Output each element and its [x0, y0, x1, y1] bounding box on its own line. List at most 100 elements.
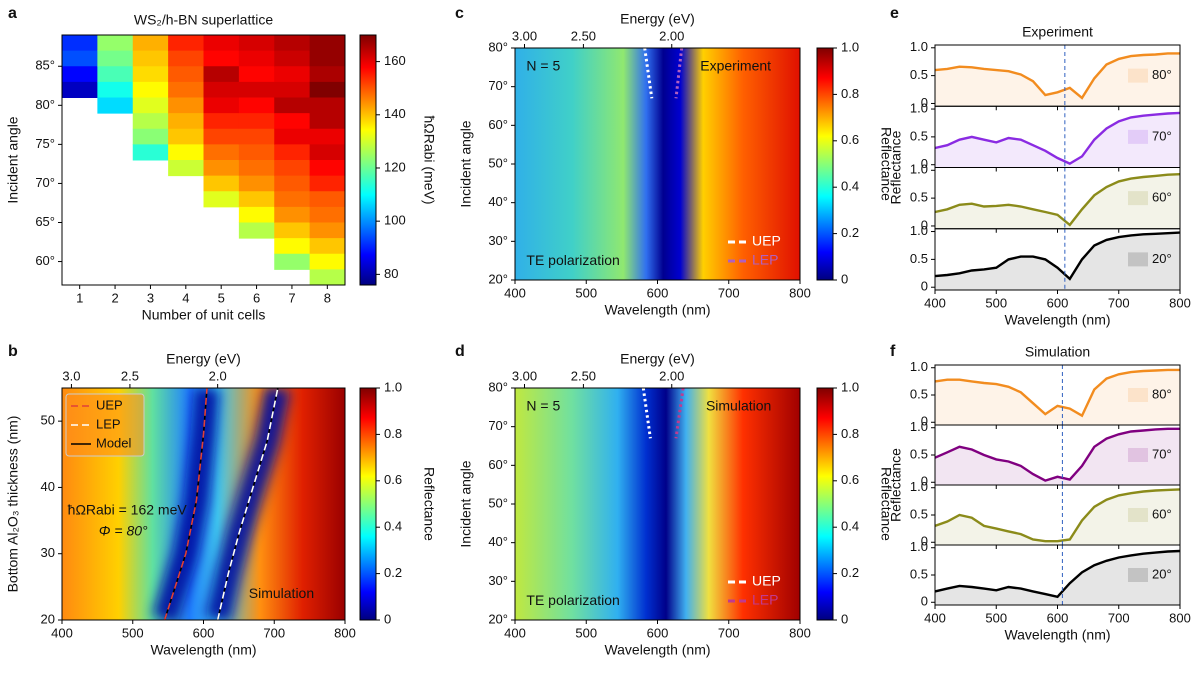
- x2-axis-label: Energy (eV): [620, 351, 695, 367]
- y-tick-label: 30: [41, 545, 55, 560]
- y-tick-label: 0.5: [910, 128, 928, 143]
- colorbar-tick-label: 0.8: [384, 426, 402, 441]
- heat-cell: [203, 144, 240, 161]
- y-tick-label: 1.0: [910, 359, 928, 374]
- x-tick-label: 700: [718, 625, 740, 640]
- heat-cell: [309, 191, 346, 208]
- colorbar-label: ħΩRabi (meV): [421, 115, 437, 204]
- line: [934, 488, 1181, 543]
- legend-label: LEP: [752, 252, 778, 268]
- x-tick-label: 800: [1169, 610, 1191, 625]
- curve: [163, 387, 208, 621]
- heat-cell: [238, 160, 275, 177]
- heat-cell: [274, 144, 311, 161]
- y-tick-label: 20°: [488, 271, 508, 286]
- heat-cell: [309, 253, 346, 270]
- x-axis-label: Wavelength (nm): [150, 642, 256, 658]
- y-tick-label: 1.0: [910, 100, 928, 115]
- y-tick-label: 0.5: [910, 566, 928, 581]
- colorbar-tick-label: 0: [841, 611, 848, 626]
- heat-cell: [132, 81, 169, 98]
- colorbar: [359, 34, 377, 286]
- y-tick-label: 0: [921, 279, 928, 294]
- y-tick-label: 40: [41, 479, 55, 494]
- heatmap-image: [515, 388, 800, 620]
- heat-cell: [309, 113, 346, 130]
- area: [935, 428, 1180, 485]
- annotation: Simulation: [249, 585, 314, 601]
- x-tick-label: 700: [263, 625, 285, 640]
- heat-cell: [168, 128, 204, 145]
- colorbar-tick-label: 1.0: [384, 379, 402, 394]
- heat-cell: [97, 81, 134, 98]
- heat-cell: [309, 97, 346, 114]
- x2-axis-label: Energy (eV): [620, 11, 695, 27]
- x-axis-label: Wavelength (nm): [604, 302, 710, 318]
- y-tick-label: 80°: [488, 39, 508, 54]
- y-tick-label: 1.0: [910, 223, 928, 238]
- colorbar-tick-label: 0: [384, 611, 391, 626]
- legend-swatch: [1128, 252, 1148, 267]
- heat-cell: [168, 81, 204, 98]
- heat-cell: [309, 238, 346, 255]
- panel-letter: a: [8, 5, 17, 22]
- y-tick-label: 0.5: [910, 67, 928, 82]
- x-tick-label: 700: [718, 285, 740, 300]
- heat-cell: [168, 113, 204, 130]
- heat-cell: [168, 144, 204, 161]
- x-tick-label: 400: [504, 625, 526, 640]
- y-tick-label: 80°: [488, 379, 508, 394]
- legend-swatch: [1128, 191, 1148, 206]
- heat-cell: [274, 206, 311, 223]
- annotation: N = 5: [526, 57, 560, 73]
- y-tick-label: 20: [41, 611, 55, 626]
- x-axis-label: Wavelength (nm): [1004, 627, 1110, 643]
- heat-cell: [309, 128, 346, 145]
- plot-frame: [61, 34, 346, 286]
- x-axis-label: Number of unit cells: [142, 307, 266, 323]
- x-tick-label: 6: [253, 290, 260, 305]
- x-tick-label: 2: [111, 290, 118, 305]
- heat-cell: [238, 50, 275, 67]
- x-tick-label: 400: [924, 610, 946, 625]
- heat-cell: [309, 50, 346, 67]
- colorbar-label: Reflectance: [421, 467, 437, 541]
- heat-cell: [97, 97, 134, 114]
- heat-cell: [238, 191, 275, 208]
- heat-cell: [203, 160, 240, 177]
- heat-cell: [168, 50, 204, 67]
- legend-label: UEP: [752, 573, 781, 589]
- y-tick-label: 70°: [35, 175, 55, 190]
- colorbar-label: Reflectance: [878, 127, 894, 201]
- y-tick-label: 0: [921, 217, 928, 232]
- heat-cell: [238, 66, 275, 83]
- x2-tick-label: 2.50: [571, 28, 596, 43]
- y-tick-label: 0.5: [910, 251, 928, 266]
- heat-cell: [309, 66, 346, 83]
- annotation: TE polarization: [526, 592, 619, 608]
- legend-swatch: [1128, 508, 1148, 522]
- panel-letter: c: [455, 5, 464, 22]
- y-tick-label: 40°: [488, 534, 508, 549]
- area: [935, 369, 1180, 425]
- colorbar-tick-label: 0.6: [841, 472, 859, 487]
- y-tick-label: 0.5: [910, 190, 928, 205]
- y-tick-label: 0: [921, 534, 928, 549]
- x-tick-label: 600: [647, 285, 669, 300]
- heat-cell: [309, 175, 346, 192]
- x2-tick-label: 2.00: [659, 368, 684, 383]
- y-axis-label: Incident angle: [458, 120, 474, 207]
- chart-title: Simulation: [1025, 344, 1090, 360]
- chart-title: WS₂/h-BN superlattice: [134, 12, 273, 28]
- x-tick-label: 400: [924, 295, 946, 310]
- x-tick-label: 8: [324, 290, 331, 305]
- heat-cell: [274, 113, 311, 130]
- y-tick-label: 0: [921, 474, 928, 489]
- y-tick-label: 50°: [488, 495, 508, 510]
- y-axis-label: Reflectance: [888, 130, 904, 204]
- y-tick-label: 50°: [488, 155, 508, 170]
- heat-cell: [203, 113, 240, 130]
- area: [935, 489, 1180, 545]
- area: [935, 112, 1180, 168]
- line: [934, 52, 1180, 100]
